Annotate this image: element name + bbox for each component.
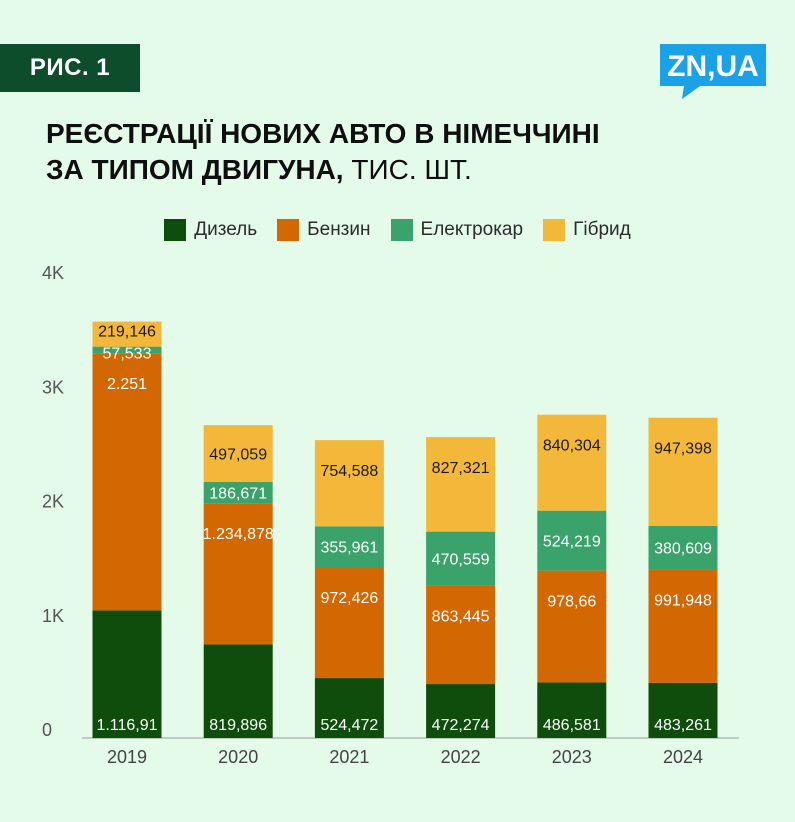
bar-segment-гібрид — [537, 414, 607, 511]
data-label: 754,588 — [320, 463, 378, 480]
logo-text: ZN,UA — [667, 50, 759, 83]
y-tick-label: 3K — [42, 377, 64, 397]
y-tick-label: 2K — [42, 492, 64, 512]
bar-segment-електрокар — [92, 346, 162, 354]
bar-segment-гібрид — [314, 440, 384, 527]
data-label: 497,059 — [209, 447, 267, 464]
data-label: 524,219 — [543, 534, 601, 551]
data-label: 472,274 — [432, 717, 490, 734]
data-label: 524,472 — [320, 717, 378, 734]
bar-segment-бензин — [537, 570, 607, 683]
x-tick-label: 2021 — [329, 747, 369, 767]
data-label: 863,445 — [432, 608, 490, 625]
legend-item-0: Дизель — [164, 219, 257, 241]
figure-badge: РИС. 1 — [0, 44, 140, 92]
bar-segment-гібрид — [648, 417, 718, 526]
bar-segment-дизель — [92, 610, 162, 738]
data-label: 1.234,878 — [203, 526, 274, 543]
data-label: 947,398 — [654, 441, 712, 458]
bar-segment-бензин — [314, 566, 384, 679]
legend-label: Дизель — [194, 219, 258, 240]
data-label: 219,146 — [98, 324, 156, 341]
data-label: 380,609 — [654, 541, 712, 558]
legend-item-1: Бензин — [277, 219, 371, 241]
bar-segment-електрокар — [537, 510, 607, 571]
data-label: 186,671 — [209, 486, 267, 503]
bar-segment-бензин — [426, 585, 496, 685]
bar-segment-бензин — [92, 353, 162, 611]
legend-label: Бензин — [307, 219, 371, 240]
legend-swatch — [543, 219, 566, 241]
bar-segment-дизель — [203, 644, 273, 738]
x-tick-label: 2020 — [218, 747, 258, 767]
data-label: 978,66 — [547, 594, 596, 611]
zn-ua-logo-shape: ZN,UA — [660, 44, 766, 99]
x-tick-label: 2023 — [552, 747, 592, 767]
bar-segment-гібрид — [426, 437, 496, 532]
chart-title: РЕЄСТРАЦІЇ НОВИХ АВТО В НІМЕЧЧИНІ ЗА ТИП… — [46, 116, 600, 188]
data-label: 827,321 — [432, 460, 490, 477]
bar-segment-дизель — [537, 682, 607, 738]
legend-item-3: Гібрид — [543, 219, 631, 241]
legend-swatch — [164, 219, 187, 241]
data-label: 486,581 — [543, 717, 601, 734]
x-tick-label: 2024 — [663, 747, 703, 767]
legend-item-2: Електрокар — [390, 219, 524, 241]
bar-segment-електрокар — [426, 531, 496, 586]
bar-segment-дизель — [314, 678, 384, 738]
y-tick-label: 4K — [42, 263, 64, 283]
y-tick-label: 0 — [42, 720, 52, 740]
data-label: 470,559 — [432, 552, 490, 569]
zn-ua-logo: ZN,UA — [660, 44, 766, 105]
data-label: 819,896 — [209, 717, 267, 734]
chart-title-line2-bold: ЗА ТИПОМ ДВИГУНА, — [46, 154, 344, 185]
bar-segment-гібрид — [203, 425, 273, 482]
x-tick-label: 2022 — [441, 747, 481, 767]
legend-swatch — [277, 219, 300, 241]
data-label: 2.251 — [107, 376, 147, 393]
bar-segment-гібрид — [92, 321, 162, 347]
bar-segment-бензин — [203, 503, 273, 645]
data-label: 355,961 — [320, 540, 378, 557]
legend-label: Гібрид — [573, 219, 631, 240]
figure-badge-label: РИС. 1 — [29, 54, 111, 81]
bar-segment-електрокар — [648, 525, 718, 570]
bar-segment-електрокар — [203, 481, 273, 504]
bar-segment-електрокар — [314, 526, 384, 567]
legend-swatch — [390, 219, 413, 241]
data-label: 991,948 — [654, 592, 712, 609]
chart-title-line1: РЕЄСТРАЦІЇ НОВИХ АВТО В НІМЕЧЧИНІ — [46, 118, 600, 149]
data-label: 972,426 — [320, 590, 378, 607]
bar-segment-дизель — [648, 682, 718, 738]
bar-segment-бензин — [648, 569, 718, 683]
chart-legend: Дизель Бензин Електрокар Гібрид — [0, 219, 795, 241]
data-label: 1.116,91 — [96, 717, 157, 734]
legend-label: Електрокар — [420, 219, 524, 240]
bar-segment-дизель — [426, 684, 496, 738]
data-label: 57,533 — [103, 346, 152, 363]
data-label: 840,304 — [543, 438, 601, 455]
y-tick-label: 1K — [42, 606, 64, 626]
x-tick-label: 2019 — [107, 747, 147, 767]
data-label: 483,261 — [654, 717, 712, 734]
chart-title-units: ТИС. ШТ. — [351, 154, 472, 185]
